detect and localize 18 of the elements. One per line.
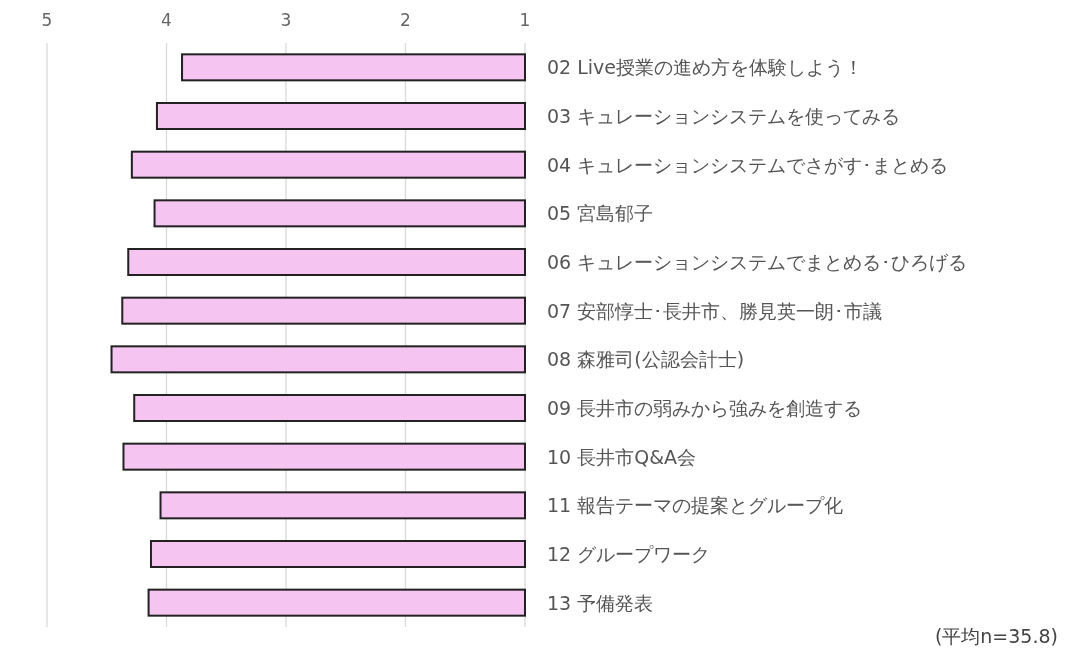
y-tick-label: 13 予備発表	[547, 591, 654, 614]
y-tick-label: 03 キュレーションシステムを使ってみる	[547, 105, 901, 127]
x-tick-label: 5	[41, 10, 53, 30]
y-tick-label: 07 安部惇士･長井市、勝見英一朗･市議	[547, 299, 883, 322]
x-tick-label: 3	[280, 10, 292, 30]
x-tick-label: 2	[400, 10, 411, 30]
y-tick-label: 05 宮島郁子	[547, 202, 654, 225]
x-tick-label: 1	[519, 10, 531, 30]
y-tick-label: 04 キュレーションシステムでさがす･まとめる	[547, 153, 949, 176]
y-tick-label: 06 キュレーションシステムでまとめる･ひろげる	[547, 251, 968, 273]
y-tick-label: 11 報告テーマの提案とグループ化	[547, 494, 844, 517]
y-tick-label: 08 森雅司(公認会計士)	[547, 348, 745, 371]
x-tick-label: 4	[161, 10, 172, 30]
y-tick-label: 02 Live授業の進め方を体験しよう！	[547, 56, 864, 79]
text: (平均n=35.8)	[934, 625, 1058, 647]
y-tick-label: 09 長井市の弱みから強みを創造する	[547, 397, 863, 419]
y-tick-label: 12 グループワーク	[547, 543, 711, 565]
y-tick-label: 10 長井市Q&A会	[547, 445, 696, 468]
